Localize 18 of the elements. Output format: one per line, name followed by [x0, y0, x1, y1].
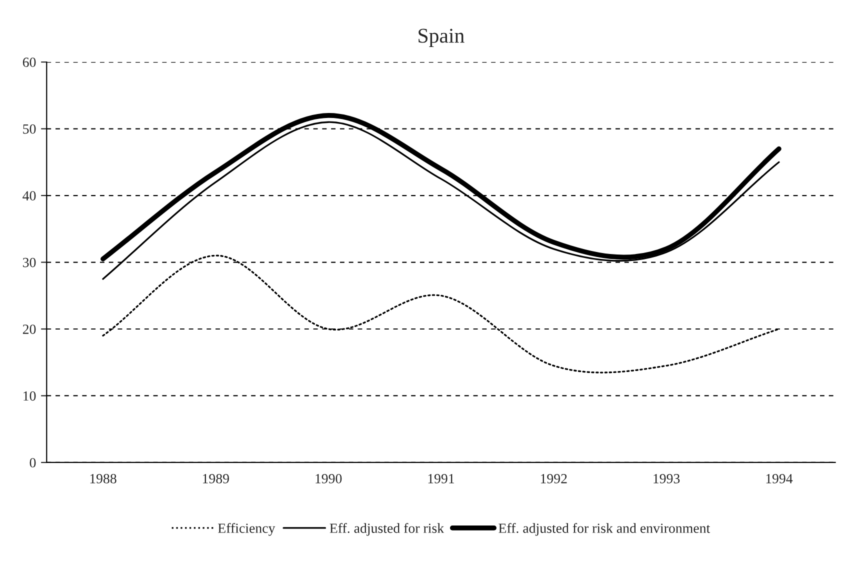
chart-title: Spain [418, 28, 464, 48]
x-tick-label: 1993 [654, 474, 680, 484]
y-tick-label: 0 [30, 458, 36, 468]
x-tick-label: 1991 [428, 474, 454, 484]
x-tick-label: 1990 [316, 474, 342, 484]
legend-label: Efficiency [218, 523, 276, 536]
x-tick-label: 1994 [766, 474, 793, 484]
x-tick-label: 1988 [90, 474, 116, 484]
legend-label: Eff. adjusted for risk and environment [498, 523, 710, 536]
legend-label: Eff. adjusted for risk [330, 523, 444, 536]
y-tick-label: 30 [23, 258, 36, 268]
y-tick-label: 40 [22, 191, 36, 200]
y-tick-label: 20 [22, 324, 36, 334]
y-tick-label: 50 [23, 124, 36, 134]
y-tick-label: 10 [24, 391, 36, 401]
y-tick-label: 60 [22, 58, 36, 67]
x-tick-label: 1992 [540, 474, 567, 484]
x-tick-label: 1989 [202, 474, 229, 484]
